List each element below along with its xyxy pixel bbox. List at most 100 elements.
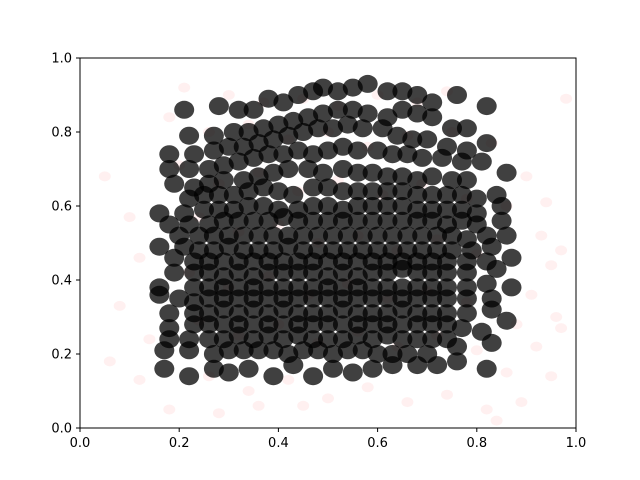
x-tick-label: 0.8 <box>466 436 487 451</box>
foreground-grid-point <box>377 197 398 215</box>
foreground-grid-point <box>238 359 259 378</box>
background-cloud-point <box>555 245 568 256</box>
background-cloud-point <box>480 404 493 415</box>
x-tick-label: 0.4 <box>268 436 289 451</box>
background-cloud-point <box>550 312 563 322</box>
foreground-grid-point <box>476 97 497 116</box>
foreground-grid-point <box>189 226 209 245</box>
foreground-grid-point <box>407 211 428 230</box>
background-cloud-point <box>282 374 295 385</box>
foreground-grid-point <box>159 304 180 323</box>
foreground-grid-point <box>164 248 185 267</box>
foreground-grid-point <box>258 289 279 308</box>
foreground-grid-point <box>303 211 324 230</box>
foreground-grid-point <box>377 167 398 186</box>
foreground-grid-point <box>263 367 284 386</box>
foreground-grid-point <box>481 300 502 319</box>
foreground-grid-point <box>323 359 343 378</box>
foreground-grid-point <box>164 263 185 282</box>
foreground-grid-point <box>347 163 368 182</box>
background-cloud-point <box>163 112 176 123</box>
foreground-grid-point <box>293 226 314 245</box>
foreground-grid-point <box>422 315 443 334</box>
foreground-grid-point <box>238 197 259 215</box>
foreground-grid-point <box>407 185 428 204</box>
foreground-grid-point <box>417 130 438 149</box>
foreground-grid-point <box>422 263 443 282</box>
foreground-grid-point <box>228 100 249 119</box>
foreground-grid-point <box>432 148 453 167</box>
background-cloud-point <box>441 389 453 400</box>
foreground-grid-point <box>248 341 269 360</box>
foreground-grid-point <box>149 285 170 304</box>
foreground-grid-point <box>273 315 294 334</box>
foreground-grid-point <box>332 182 353 201</box>
foreground-grid-point <box>456 289 477 308</box>
foreground-grid-point <box>213 315 234 334</box>
foreground-grid-point <box>218 341 239 360</box>
foreground-grid-point <box>422 185 443 204</box>
foreground-grid-point <box>456 263 477 282</box>
foreground-grid-point <box>456 171 477 190</box>
foreground-grid-point <box>352 119 373 138</box>
foreground-grid-point <box>456 119 477 138</box>
foreground-grid-point <box>337 341 358 360</box>
foreground-grid-point <box>491 211 512 230</box>
foreground-grid-point <box>471 152 492 171</box>
foreground-grid-point <box>233 341 254 360</box>
foreground-grid-point <box>377 211 398 230</box>
foreground-grid-point <box>273 263 294 282</box>
foreground-grid-point <box>427 226 448 245</box>
background-cloud-point <box>555 323 568 334</box>
foreground-grid-point <box>199 289 219 308</box>
foreground-grid-point <box>392 211 413 230</box>
background-cloud-point <box>222 90 235 100</box>
foreground-grid-point <box>422 167 443 186</box>
foreground-grid-point <box>377 289 398 308</box>
foreground-grid-point <box>377 182 398 201</box>
foreground-grid-point <box>154 341 175 360</box>
background-cloud-point <box>212 408 225 419</box>
foreground-grid-point <box>496 163 517 182</box>
foreground-grid-point <box>318 289 338 308</box>
background-cloud-point <box>143 334 156 345</box>
background-cloud-point <box>133 252 146 263</box>
foreground-grid-point <box>179 126 200 145</box>
foreground-grid-point <box>342 363 363 382</box>
background-cloud-point <box>560 93 573 104</box>
foreground-grid-point <box>347 141 368 160</box>
foreground-grid-point <box>313 163 333 182</box>
x-tick-label: 1.0 <box>566 436 587 451</box>
x-tick-label: 0.2 <box>169 436 190 451</box>
y-tick-label: 0.0 <box>51 422 72 437</box>
foreground-grid-point <box>293 341 314 360</box>
foreground-grid-point <box>357 74 378 93</box>
foreground-grid-point <box>184 145 205 164</box>
foreground-grid-point <box>243 315 264 334</box>
foreground-grid-point <box>303 289 324 308</box>
foreground-grid-point <box>213 211 234 230</box>
foreground-grid-point <box>491 197 512 215</box>
foreground-grid-point <box>303 178 324 197</box>
foreground-grid-point <box>352 226 373 245</box>
foreground-grid-point <box>402 130 423 149</box>
foreground-grid-point <box>382 226 403 245</box>
foreground-grid-point <box>397 226 418 245</box>
background-cloud-point <box>123 212 136 223</box>
y-tick-label: 0.8 <box>51 126 72 141</box>
foreground-grid-point <box>347 211 368 230</box>
background-cloud-point <box>252 400 265 411</box>
foreground-grid-point <box>382 145 403 164</box>
background-cloud-point <box>545 371 558 382</box>
foreground-grid-point <box>407 330 428 349</box>
background-cloud-point <box>361 382 374 393</box>
foreground-grid-point <box>367 345 388 363</box>
y-tick-label: 1.0 <box>51 52 72 67</box>
foreground-grid-point <box>422 108 443 127</box>
background-cloud-point <box>530 341 543 352</box>
y-axis: 0.0 0.2 0.4 0.6 0.8 1.0 <box>51 52 80 437</box>
foreground-grid-point <box>199 315 219 334</box>
foreground-grid-point <box>273 93 294 112</box>
foreground-grid-point <box>327 100 348 119</box>
